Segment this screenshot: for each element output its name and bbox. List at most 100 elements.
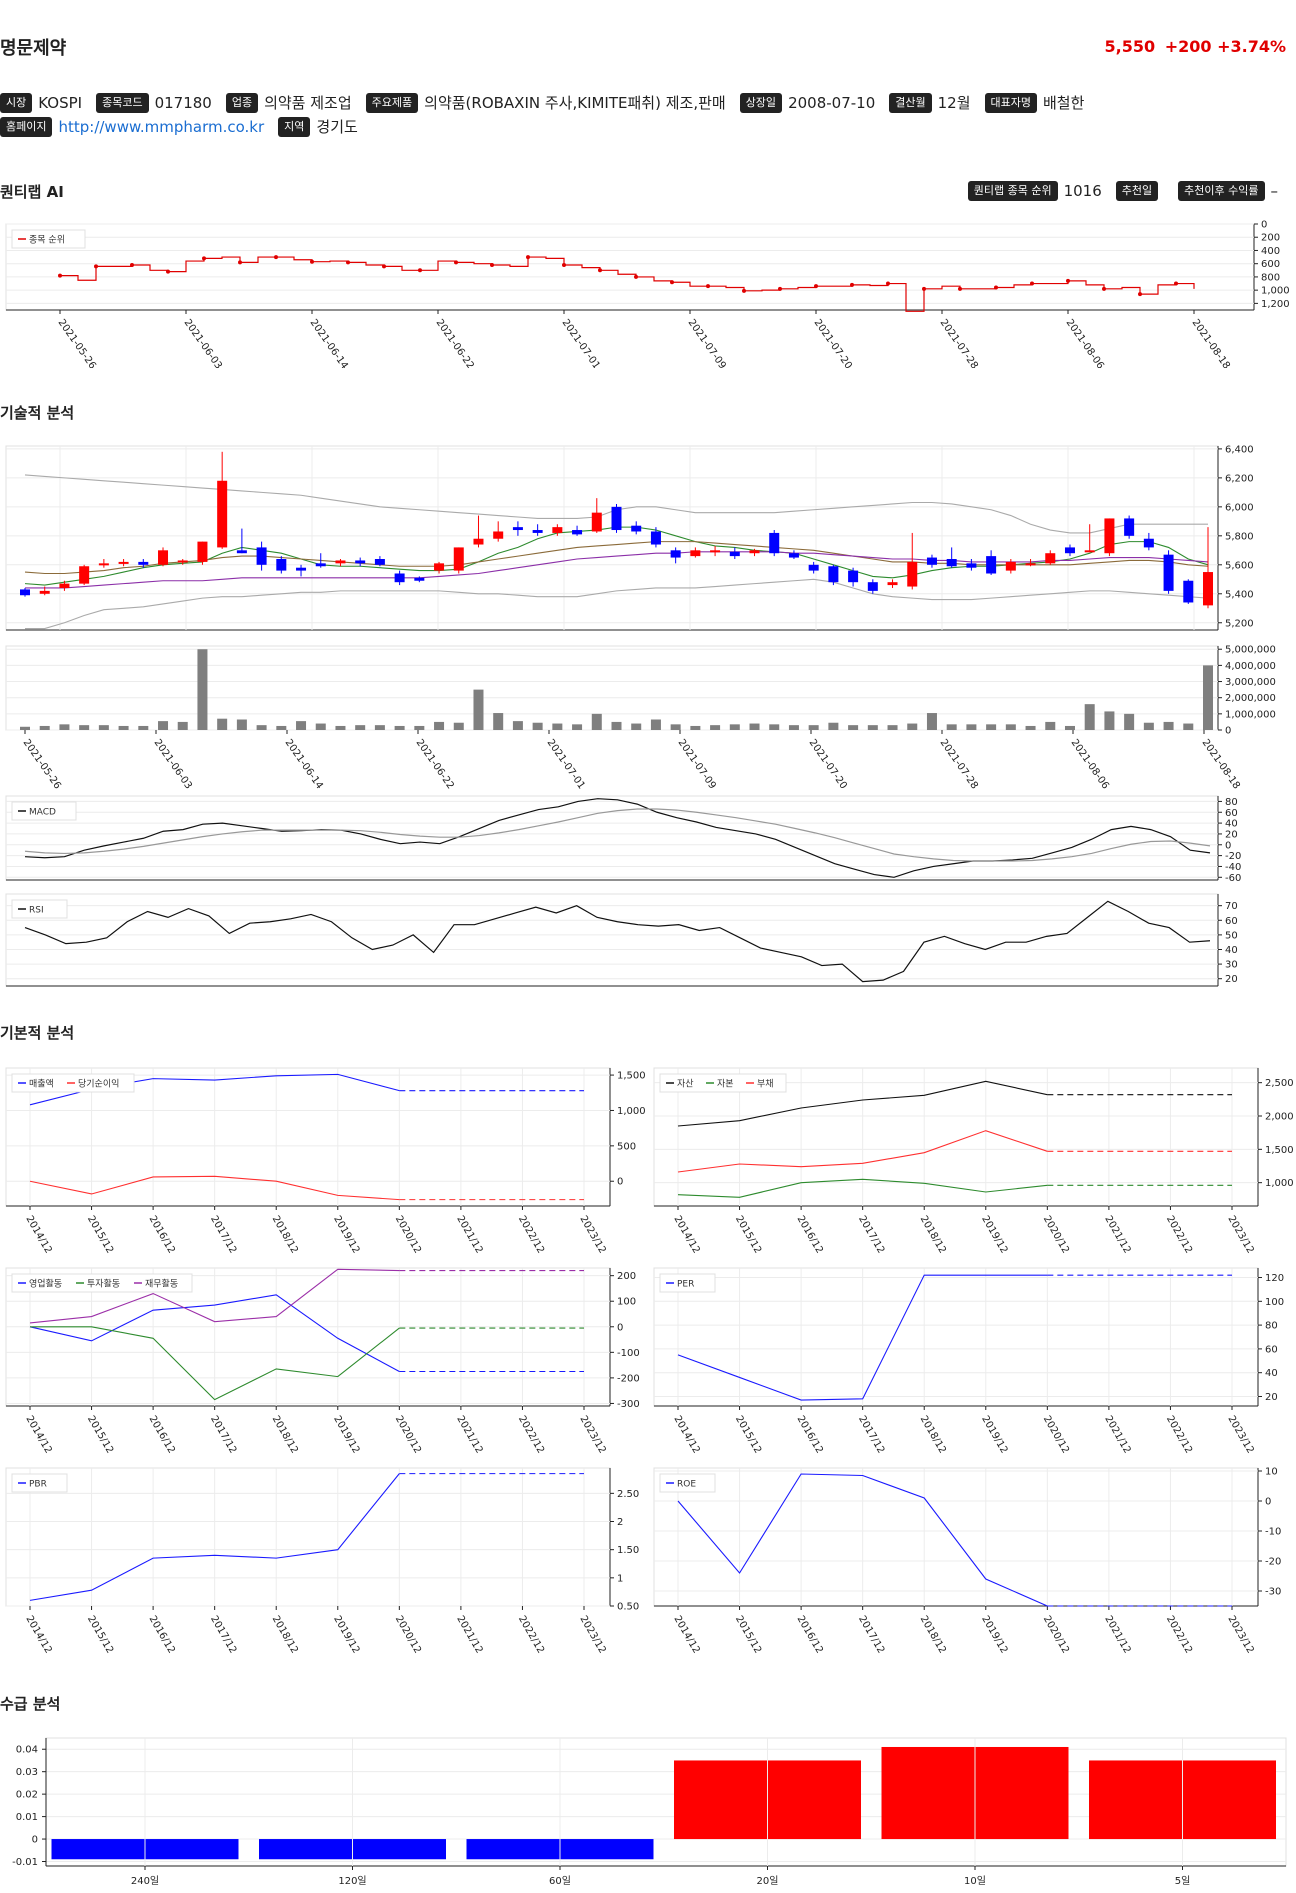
series-line (29, 1268, 400, 1324)
x-tick-label: 5일 (1175, 1875, 1191, 1887)
x-tick-label: 2022/12 (516, 1214, 546, 1255)
candle-body (926, 557, 937, 565)
y-tick-label: 2,000 (1265, 1112, 1294, 1123)
x-tick-label: 2018/12 (270, 1414, 300, 1455)
volume-bar (98, 725, 109, 730)
y-tick-label: 1,000 (1265, 1178, 1294, 1189)
x-tick-label: 2016/12 (147, 1614, 177, 1655)
industry-value: 의약품 제조업 (264, 94, 352, 112)
volume-bar (631, 723, 642, 730)
x-tick-label: 2023/12 (1225, 1214, 1255, 1255)
candle-body (374, 559, 385, 565)
ceo-value: 배철한 (1043, 94, 1085, 112)
volume-bar (138, 725, 149, 730)
rank-point (1174, 281, 1178, 286)
candle-body (414, 577, 425, 581)
legend-entry: 부채 (757, 1079, 774, 1090)
candle-body (158, 550, 169, 565)
candle-body (493, 531, 504, 539)
candle-body (1163, 554, 1174, 591)
candle-body (848, 570, 859, 583)
candle-body (788, 553, 799, 558)
pbr-chart: 0.50 1 1.50 2 2.50 2014/12 2015/12 2016/12 2017/… (5, 1467, 639, 1655)
volume-bar (355, 725, 366, 730)
chart-legend: PBR (11, 1473, 68, 1493)
x-tick-label: 2018/12 (270, 1614, 300, 1655)
x-tick-label: 2014/12 (671, 1414, 701, 1455)
moving-average-line (25, 578, 1209, 630)
rank-point (922, 286, 926, 291)
x-tick-label: 2020/12 (1041, 1214, 1071, 1255)
return-value: – (1270, 182, 1279, 200)
x-tick-label: 2017/12 (856, 1614, 886, 1655)
rank-point (382, 264, 386, 269)
y-tick-label: 0 (617, 1177, 623, 1188)
chart-legend: 매출액 당기순이익 (11, 1073, 135, 1093)
candle-body (591, 512, 602, 532)
candle-body (355, 560, 366, 564)
info-row-2: 홈페이지 http://www.mmpharm.co.kr 지역 경기도 (0, 116, 358, 137)
y-tick-label: 1,500 (617, 1071, 646, 1082)
y-tick-label: 4,000,000 (1225, 661, 1276, 672)
rank-point (310, 259, 314, 264)
volume-bar (414, 725, 425, 730)
series-line (30, 1326, 400, 1401)
macd-line (24, 808, 1211, 862)
candle-body (690, 550, 701, 557)
candle-body (20, 589, 30, 596)
x-tick-label: 2018/12 (918, 1614, 948, 1655)
rank-point (598, 268, 602, 273)
volume-bar (296, 721, 307, 730)
y-tick-label: 0.03 (16, 1767, 38, 1778)
x-tick-label: 2016/12 (795, 1614, 825, 1655)
series-line (677, 1473, 1048, 1607)
y-tick-label: 60 (1225, 916, 1238, 927)
volume-bar (710, 725, 721, 730)
candle-body (1064, 547, 1075, 554)
legend-entry: 종목 순위 (29, 235, 65, 246)
candle-body (828, 566, 839, 583)
volume-bar (276, 725, 287, 730)
candle-body (39, 590, 50, 594)
y-tick-label: 50 (1225, 930, 1238, 941)
volume-bar (434, 721, 445, 730)
x-tick-label: 2021-07-01 (545, 737, 587, 790)
y-tick-label: 6,400 (1225, 444, 1254, 455)
candle-body (946, 559, 957, 567)
x-tick-label: 2021-07-09 (676, 737, 718, 790)
y-tick-label: 2.50 (617, 1489, 639, 1500)
volume-bar (946, 724, 957, 730)
rank-point (850, 282, 854, 287)
candle-body (473, 538, 484, 545)
cashflow-chart: -300 -200 -100 0 100 200 2014/12 2015/12 2016/12… (5, 1267, 640, 1455)
x-tick-label: 2022/12 (1164, 1614, 1194, 1655)
candle-body (315, 563, 326, 567)
x-tick-label: 2021/12 (454, 1414, 484, 1455)
x-tick-label: 2021-06-03 (182, 317, 224, 368)
y-tick-label: 2 (617, 1517, 623, 1528)
homepage-link[interactable]: http://www.mmpharm.co.kr (58, 117, 265, 136)
chart-legend: 영업활동 투자활동 재무활동 (11, 1273, 193, 1293)
sales-profit-chart: 0 500 1,000 1,500 2014/12 2015/12 2016/12 2017/… (5, 1067, 646, 1255)
candle-body (966, 563, 977, 568)
x-tick-label: 2021/12 (1102, 1614, 1132, 1655)
x-tick-label: 60일 (549, 1875, 571, 1887)
legend-box (11, 229, 86, 249)
x-tick-label: 2023/12 (577, 1414, 607, 1455)
y-tick-label: 500 (617, 1141, 636, 1152)
x-tick-label: 2017/12 (208, 1614, 238, 1655)
rank-point (274, 255, 278, 260)
y-tick-label: -10 (1265, 1527, 1281, 1538)
rank-value: 1016 (1063, 182, 1102, 200)
rank-point (958, 286, 962, 291)
legend-entry: 당기순이익 (78, 1078, 119, 1090)
x-tick-label: 2021/12 (1102, 1214, 1132, 1255)
y-tick-label: 600 (1261, 259, 1280, 270)
x-tick-label: 2020/12 (393, 1414, 423, 1455)
plot-frame (5, 893, 1219, 987)
volume-bar (532, 722, 543, 730)
legend-box (659, 1473, 716, 1493)
x-tick-label: 2015/12 (85, 1214, 115, 1255)
rank-point (634, 274, 638, 279)
